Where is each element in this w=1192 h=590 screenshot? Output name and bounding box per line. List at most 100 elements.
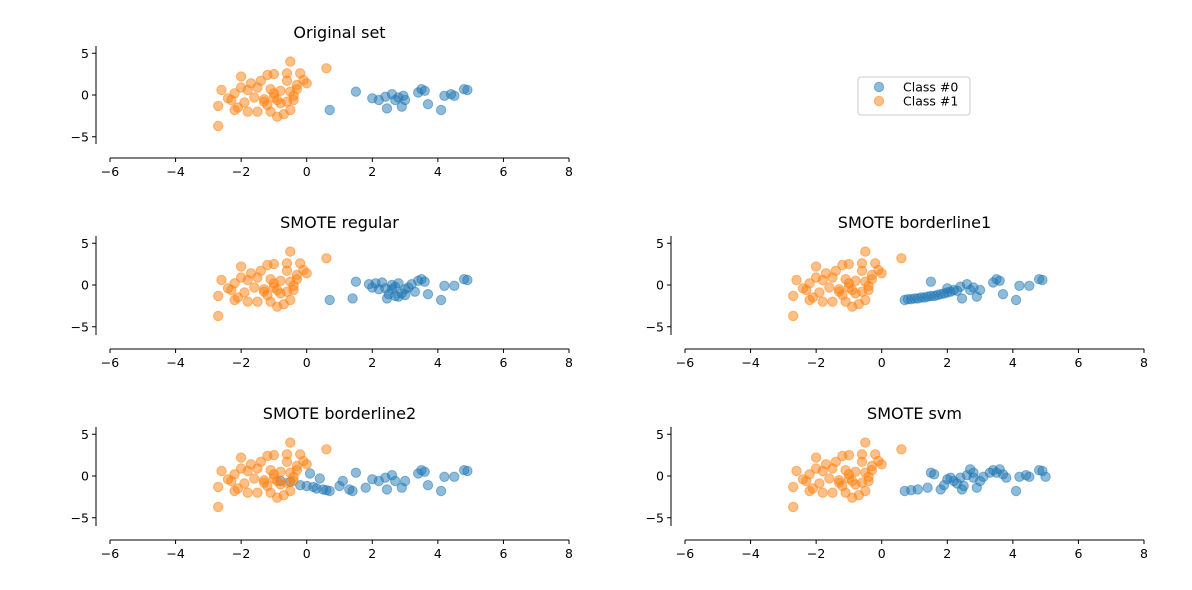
x-tick-label: 2: [943, 355, 951, 370]
data-point: [275, 466, 286, 477]
data-point: [301, 268, 312, 279]
x-tick-label: 0: [303, 164, 311, 179]
data-point: [229, 469, 240, 480]
data-point: [213, 120, 224, 132]
data-point: [860, 246, 871, 257]
data-point: [449, 280, 460, 291]
data-point: [242, 296, 253, 307]
data-point: [324, 485, 335, 497]
data-point: [791, 274, 802, 286]
data-point: [462, 274, 473, 286]
data-point: [814, 287, 825, 298]
x-tick-label: −2: [232, 355, 250, 370]
series-class-1: [213, 56, 332, 132]
data-point: [1037, 274, 1048, 286]
data-point: [321, 253, 332, 264]
data-point: [347, 293, 358, 304]
data-point: [216, 274, 227, 286]
x-tick-label: 8: [1140, 546, 1148, 561]
data-point: [419, 85, 430, 97]
data-point: [350, 276, 362, 287]
data-point: [288, 475, 299, 487]
data-point: [255, 265, 266, 276]
subplot-title: SMOTE svm: [867, 404, 962, 423]
data-point: [1010, 485, 1022, 497]
subplot-title: SMOTE borderline2: [263, 404, 416, 423]
data-point: [830, 456, 841, 467]
data-point: [249, 282, 260, 293]
data-point: [827, 487, 838, 498]
data-point: [321, 444, 332, 455]
legend: Class #0 Class #1: [857, 76, 971, 116]
data-point: [268, 258, 280, 270]
y-tick-label: 0: [81, 278, 89, 293]
data-point: [814, 478, 825, 489]
data-point: [281, 68, 293, 79]
x-tick-label: −4: [166, 546, 184, 561]
data-point: [435, 294, 447, 306]
data-point: [252, 296, 263, 307]
data-point: [419, 276, 430, 287]
data-point: [285, 246, 296, 257]
data-point: [275, 85, 286, 97]
x-tick-label: 4: [434, 546, 442, 561]
data-point: [863, 284, 874, 296]
x-tick-label: 8: [565, 355, 573, 370]
data-point: [824, 473, 835, 484]
data-point: [255, 456, 266, 467]
data-point: [255, 75, 266, 87]
series-class-0: [899, 464, 1051, 497]
x-tick-label: 8: [565, 164, 573, 179]
series-class-1: [213, 246, 332, 322]
series-class-1: [788, 437, 907, 513]
x-tick-label: −4: [166, 355, 184, 370]
data-point: [381, 484, 393, 495]
data-point: [994, 275, 1005, 286]
legend-label-class-1: Class #1: [903, 94, 958, 109]
data-point: [239, 287, 250, 298]
x-tick-label: −6: [101, 164, 119, 179]
data-point: [288, 94, 299, 106]
subplot-title: Original set: [293, 23, 385, 42]
x-tick-label: 2: [943, 546, 951, 561]
subplot-3: SMOTE borderline1 −6 −4 −2 0 2 4 6 8 5 0 −5: [646, 213, 1148, 370]
data-point: [242, 487, 253, 498]
data-point: [422, 480, 434, 491]
data-point: [409, 286, 421, 297]
data-point: [249, 92, 260, 103]
x-tick-label: −6: [101, 546, 119, 561]
data-point: [843, 258, 855, 270]
data-point: [876, 459, 887, 470]
x-tick-label: 8: [1140, 355, 1148, 370]
data-point: [324, 294, 335, 306]
subplot-5: SMOTE svm −6 −4 −2 0 2 4 6 8 5 0 −5: [646, 404, 1148, 561]
data-point: [381, 103, 393, 114]
data-point: [229, 88, 240, 99]
data-point: [281, 258, 293, 269]
data-point: [830, 265, 841, 276]
data-point: [1040, 471, 1051, 482]
x-tick-label: 6: [499, 355, 507, 370]
legend-marker-class-0: [873, 81, 885, 93]
data-point: [791, 465, 802, 477]
y-tick-label: 0: [656, 278, 664, 293]
y-tick-label: 5: [81, 427, 89, 442]
data-point: [912, 484, 923, 495]
x-tick-label: −2: [232, 164, 250, 179]
x-tick-label: 0: [878, 355, 886, 370]
series-class-1: [213, 437, 332, 513]
data-point: [285, 294, 296, 306]
x-tick-label: −2: [232, 546, 250, 561]
legend-frame: [857, 76, 971, 116]
subplot-1: Original set −6 −4 −2 0 2 4 6 8 5 0 −5: [71, 23, 573, 179]
data-point: [268, 68, 280, 80]
x-tick-label: 4: [1009, 546, 1017, 561]
data-point: [390, 475, 401, 487]
x-tick-label: −4: [741, 546, 759, 561]
series-class-0: [899, 274, 1048, 306]
x-tick-label: −4: [741, 355, 759, 370]
data-point: [229, 278, 240, 289]
x-tick-label: 6: [499, 546, 507, 561]
data-point: [360, 482, 371, 493]
data-point: [1010, 294, 1022, 306]
